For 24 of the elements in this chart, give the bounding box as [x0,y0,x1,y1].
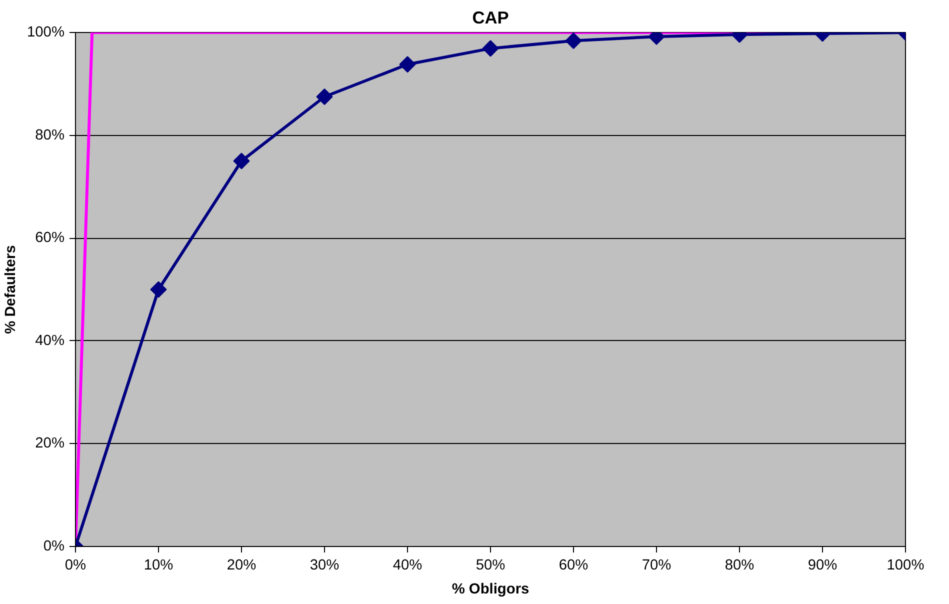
x-tick-label: 80% [724,558,754,574]
point [399,56,416,73]
y-tick-label: 0% [43,538,65,554]
x-tick-label: 0% [64,558,86,574]
x-tick-label: 50% [476,558,506,574]
y-tick-label: 100% [27,24,65,40]
point [150,281,167,298]
y-axis-title: % Defaulters [3,245,20,334]
y-tick-label: 80% [35,127,65,144]
point [233,152,250,170]
point [316,88,333,106]
x-tick-label: 70% [642,558,672,574]
x-tick-label: 60% [558,558,588,574]
x-tick-label: 90% [808,558,838,574]
y-tick-label: 20% [35,436,65,452]
y-tick-label: 60% [35,230,65,246]
x-tick-label: 40% [392,558,422,574]
x-axis-title: % Obligors [452,582,530,598]
x-tick-label: 20% [226,558,256,574]
x-tick-label: 100% [886,558,924,574]
y-tick-label: 40% [35,332,65,349]
x-tick-label: 10% [144,558,174,574]
x-tick-label: 30% [310,558,340,574]
chart-title: CAP [472,8,509,28]
